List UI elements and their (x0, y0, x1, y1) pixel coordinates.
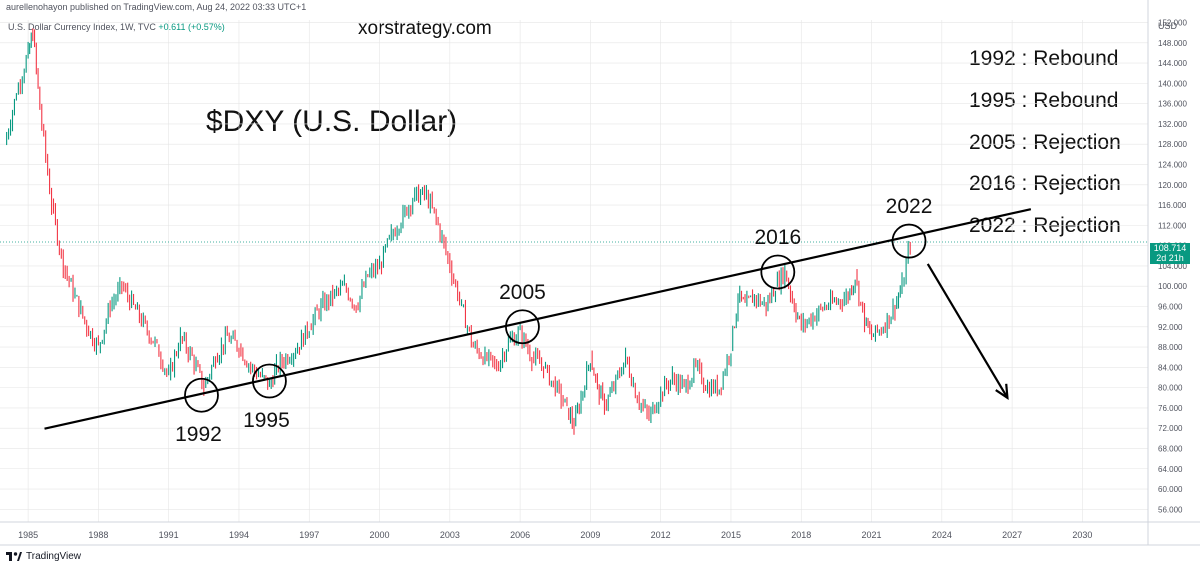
y-tick-label: 96.000 (1158, 302, 1183, 311)
x-tick-label: 2018 (791, 530, 811, 540)
x-tick-label: 2009 (580, 530, 600, 540)
circle-2022 (891, 223, 927, 259)
x-tick-label: 2021 (862, 530, 882, 540)
x-tick-label: 2024 (932, 530, 952, 540)
label-2005: 2005 (499, 281, 546, 304)
published-line: aurellenohayon published on TradingView.… (6, 2, 307, 12)
current-price-value: 108.714 (1153, 243, 1187, 253)
y-tick-label: 72.000 (1158, 424, 1183, 433)
x-tick-label: 2030 (1072, 530, 1092, 540)
y-tick-label: 92.000 (1158, 323, 1183, 332)
legend-item-1992: 1992 : Rebound (969, 47, 1119, 70)
x-tick-label: 1985 (18, 530, 38, 540)
chart-title: $DXY (U.S. Dollar) (206, 105, 458, 138)
current-price-label: 108.714 2d 21h (1150, 243, 1190, 264)
legend-item-1995: 1995 : Rebound (969, 88, 1119, 112)
legend-item-2016: 2016 : Rejection (969, 172, 1121, 196)
y-tick-label: 132.000 (1158, 120, 1187, 129)
symbol-line: U.S. Dollar Currency Index, 1W, TVC +0.6… (8, 22, 225, 32)
label-1992: 1992 (175, 423, 222, 446)
label-2016: 2016 (754, 226, 801, 249)
y-tick-label: 64.000 (1158, 465, 1183, 474)
x-tick-label: 2003 (440, 530, 460, 540)
y-tick-label: 100.000 (1158, 282, 1187, 291)
y-tick-label: 76.000 (1158, 404, 1183, 413)
circle-2016 (760, 254, 796, 290)
circle-1992 (184, 377, 219, 413)
x-tick-label: 1997 (299, 530, 319, 540)
y-tick-label: 124.000 (1158, 161, 1187, 170)
symbol-name: U.S. Dollar Currency Index, 1W, TVC (8, 22, 156, 32)
x-tick-label: 2027 (1002, 530, 1022, 540)
y-tick-label: 56.000 (1158, 505, 1183, 514)
y-tick-label: 80.000 (1158, 384, 1183, 393)
footer: TradingView (6, 551, 81, 562)
y-tick-label: 136.000 (1158, 100, 1187, 109)
y-tick-label: 68.000 (1158, 444, 1183, 453)
current-price-countdown: 2d 21h (1156, 253, 1184, 263)
projection-arrow-head (995, 383, 1009, 400)
tradingview-logo-icon (6, 552, 22, 561)
annotation-legend: 1992 : Rebound 1995 : Rebound 2005 : Rej… (969, 38, 1121, 247)
label-2022: 2022 (886, 195, 933, 218)
y-tick-label: 120.000 (1158, 181, 1187, 190)
circle-1995 (252, 363, 287, 399)
price-change: +0.611 (+0.57%) (158, 22, 225, 32)
y-tick-label: 60.000 (1158, 485, 1183, 494)
y-tick-label: 104.000 (1158, 262, 1187, 271)
x-tick-label: 1994 (229, 530, 249, 540)
projection-arrow (926, 263, 1009, 399)
y-tick-label: 148.000 (1158, 39, 1187, 48)
y-tick-label: 140.000 (1158, 79, 1187, 88)
x-tick-label: 1988 (88, 530, 108, 540)
legend-item-2022: 2022 : Rejection (969, 214, 1121, 238)
x-tick-label: 2015 (721, 530, 741, 540)
x-tick-label: 2006 (510, 530, 530, 540)
y-tick-label: 88.000 (1158, 343, 1183, 352)
legend-item-2005: 2005 : Rejection (969, 130, 1121, 154)
y-tick-label: 116.000 (1158, 201, 1187, 210)
x-tick-label: 1991 (159, 530, 179, 540)
x-tick-label: 2000 (370, 530, 390, 540)
label-1995: 1995 (243, 409, 290, 432)
y-tick-label: 144.000 (1158, 59, 1187, 68)
y-tick-label: 84.000 (1158, 363, 1183, 372)
y-tick-label: 128.000 (1158, 140, 1187, 149)
circle-2005 (505, 309, 540, 345)
y-tick-label: 112.000 (1158, 221, 1187, 230)
site-watermark: xorstrategy.com (358, 18, 492, 39)
x-tick-label: 2012 (651, 530, 671, 540)
y-tick-label: 152.000 (1158, 19, 1187, 28)
footer-brand: TradingView (26, 551, 82, 562)
currency-label: USD (1158, 21, 1178, 31)
